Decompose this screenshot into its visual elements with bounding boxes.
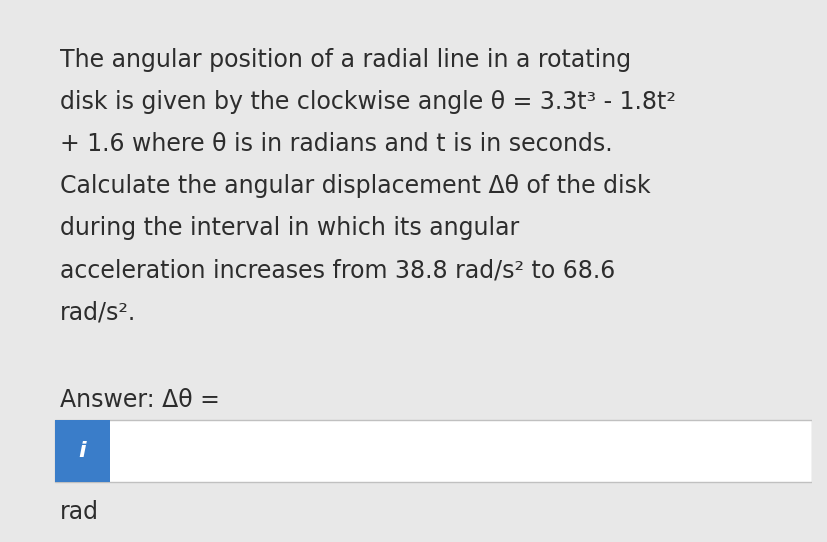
Text: Calculate the angular displacement Δθ of the disk: Calculate the angular displacement Δθ of… (60, 174, 650, 198)
Text: i: i (79, 441, 86, 461)
Text: rad/s².: rad/s². (60, 300, 136, 324)
Text: + 1.6 where θ is in radians and t is in seconds.: + 1.6 where θ is in radians and t is in … (60, 132, 612, 156)
Text: rad: rad (60, 500, 99, 524)
Bar (55, 420, 811, 482)
Text: during the interval in which its angular: during the interval in which its angular (60, 216, 519, 240)
Text: disk is given by the clockwise angle θ = 3.3t³ - 1.8t²: disk is given by the clockwise angle θ =… (60, 90, 675, 114)
Bar (55, 420, 110, 482)
Text: acceleration increases from 38.8 rad/s² to 68.6: acceleration increases from 38.8 rad/s² … (60, 258, 614, 282)
Text: The angular position of a radial line in a rotating: The angular position of a radial line in… (60, 48, 630, 72)
Text: Answer: Δθ =: Answer: Δθ = (60, 388, 220, 412)
